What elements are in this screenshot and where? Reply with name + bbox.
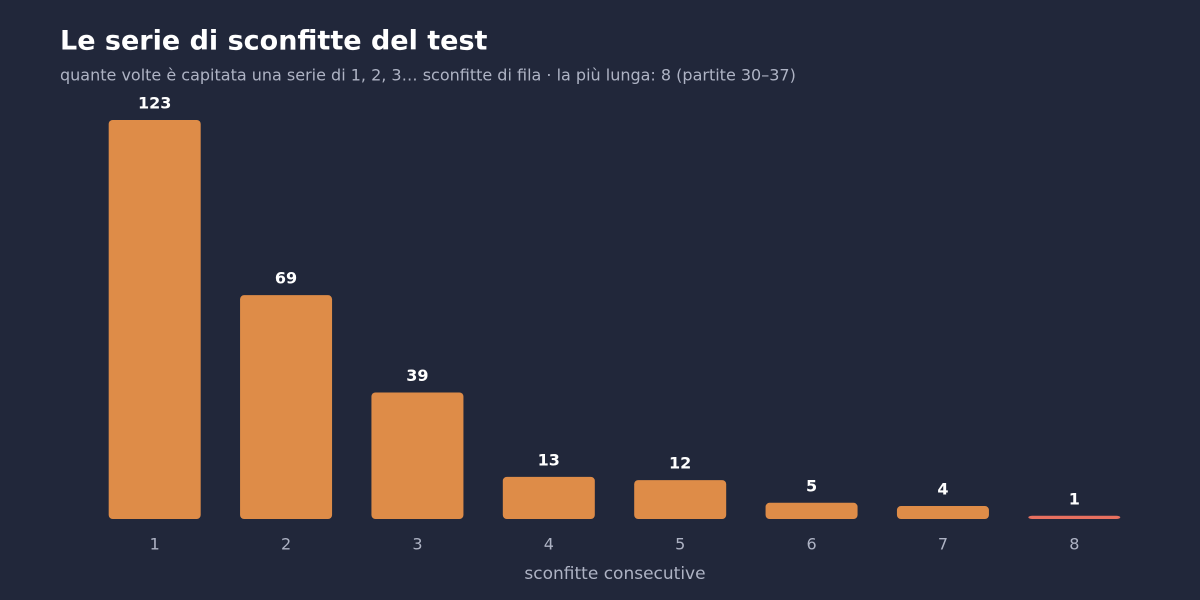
x-tick-label: 3 <box>412 535 422 554</box>
value-label: 13 <box>538 450 560 469</box>
x-tick-label: 8 <box>1069 535 1079 554</box>
bar <box>765 502 858 519</box>
bar <box>371 392 464 519</box>
x-tick-label: 4 <box>544 535 554 554</box>
bar <box>108 120 201 519</box>
chart-title: Le serie di sconfitte del test <box>60 26 488 57</box>
value-label: 4 <box>937 480 948 499</box>
value-label: 123 <box>138 94 171 113</box>
chart-subtitle: quante volte è capitata una serie di 1, … <box>60 66 796 85</box>
value-label: 5 <box>806 476 817 495</box>
value-label: 39 <box>406 366 428 385</box>
bar <box>896 506 989 519</box>
bar <box>240 295 333 519</box>
bar <box>502 476 595 519</box>
value-label: 1 <box>1069 489 1080 508</box>
value-label: 69 <box>275 269 297 288</box>
x-tick-label: 5 <box>675 535 685 554</box>
x-axis-title: sconfitte consecutive <box>524 564 705 584</box>
bar <box>1028 515 1121 519</box>
x-tick-label: 1 <box>150 535 160 554</box>
value-label: 12 <box>669 454 691 473</box>
x-tick-label: 6 <box>806 535 816 554</box>
bar <box>634 480 727 519</box>
x-tick-label: 2 <box>281 535 291 554</box>
x-tick-label: 7 <box>938 535 948 554</box>
